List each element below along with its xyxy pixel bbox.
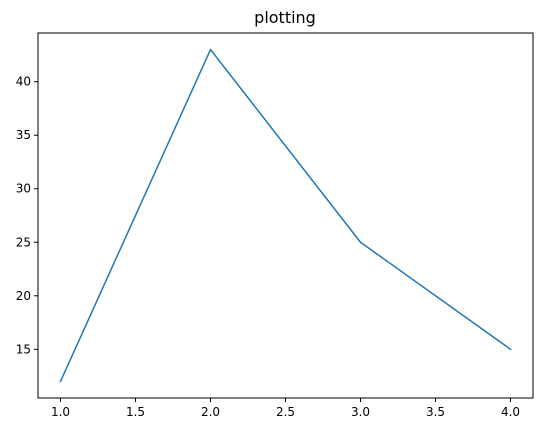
x-tick-label: 4.0 (501, 405, 520, 419)
y-tick-label: 40 (16, 75, 31, 89)
data-point (359, 241, 362, 244)
data-point (59, 380, 62, 383)
y-tick-label: 25 (16, 235, 31, 249)
chart-title: plotting (254, 8, 316, 27)
series-line (59, 48, 512, 383)
data-point (509, 348, 512, 351)
x-axis: 1.0 1.5 2.0 2.5 3.0 3.5 4.0 (51, 398, 520, 419)
x-tick-label: 1.0 (51, 405, 70, 419)
x-tick-label: 3.5 (426, 405, 445, 419)
y-axis: 15 20 25 30 35 40 (16, 75, 38, 356)
x-tick-label: 3.0 (351, 405, 370, 419)
data-point (209, 48, 212, 51)
y-tick-label: 30 (16, 182, 31, 196)
x-tick-label: 2.5 (276, 405, 295, 419)
x-tick-label: 1.5 (126, 405, 145, 419)
y-tick-label: 35 (16, 128, 31, 142)
series-layer (59, 48, 512, 383)
y-tick-label: 15 (16, 342, 31, 356)
x-tick-label: 2.0 (201, 405, 220, 419)
plot-area-frame (37, 32, 534, 399)
y-tick-label: 20 (16, 289, 31, 303)
